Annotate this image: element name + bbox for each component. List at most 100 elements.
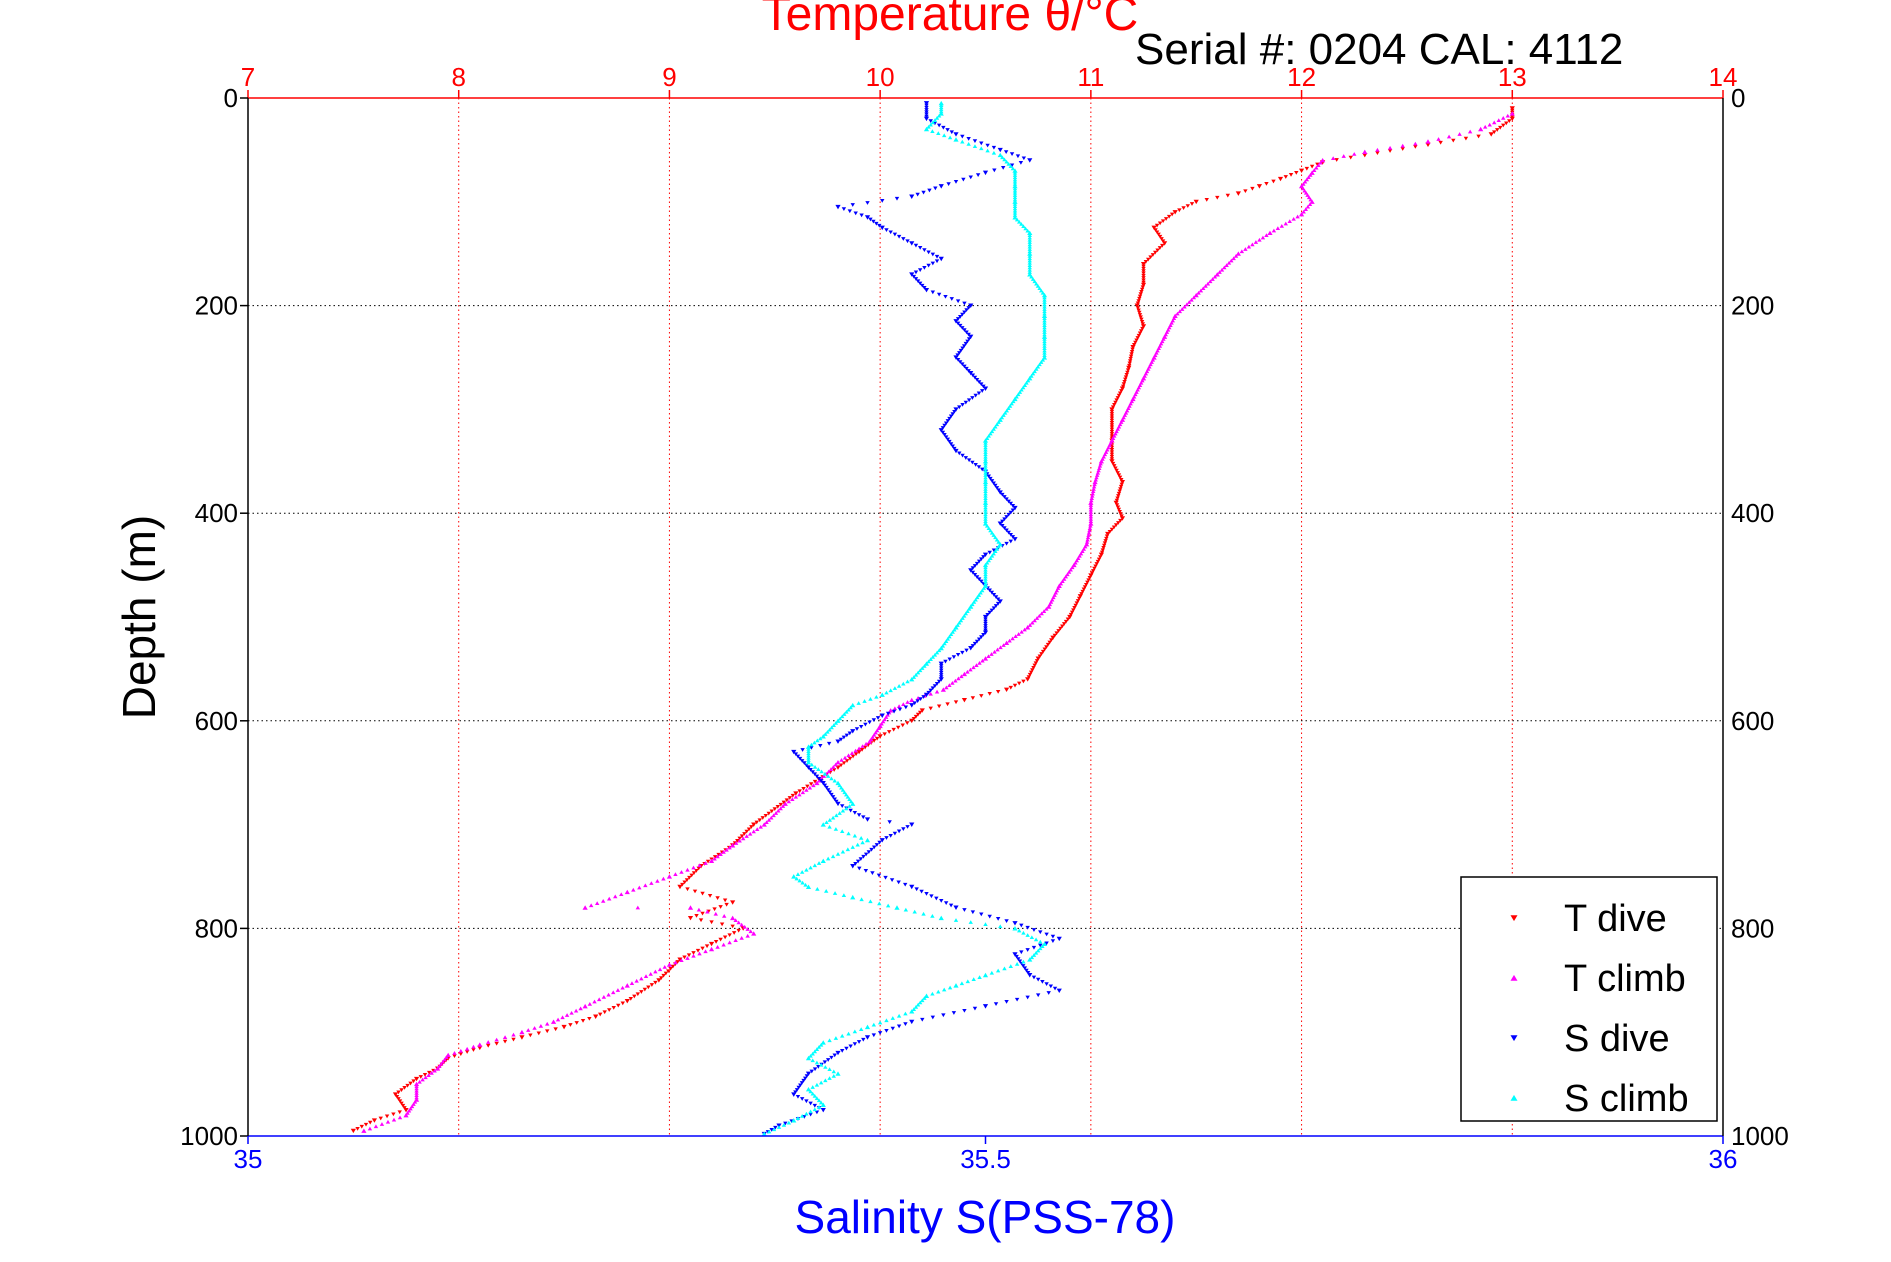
data-point <box>409 1104 415 1109</box>
data-point <box>1488 132 1494 137</box>
data-point <box>824 889 829 893</box>
data-point <box>1076 596 1082 601</box>
data-point <box>1052 986 1058 991</box>
data-point <box>1003 687 1010 692</box>
data-point <box>1004 159 1009 164</box>
x-axis-title: Salinity S(PSS-78) <box>795 1191 1176 1243</box>
data-point <box>1094 562 1099 566</box>
data-point <box>982 500 989 505</box>
data-point <box>1010 636 1015 641</box>
data-point <box>934 254 940 259</box>
data-point <box>1000 155 1005 160</box>
data-point <box>1042 316 1047 321</box>
data-point <box>912 909 917 914</box>
data-point <box>1088 512 1094 517</box>
data-point <box>742 832 747 836</box>
data-point <box>884 836 889 840</box>
data-point <box>687 905 694 910</box>
data-point <box>1042 309 1047 314</box>
data-point <box>1032 663 1037 668</box>
data-point <box>823 732 828 736</box>
data-point <box>526 1028 531 1032</box>
data-point <box>418 1075 423 1079</box>
data-point <box>879 692 885 697</box>
data-point <box>1014 997 1020 1002</box>
data-point <box>800 790 806 795</box>
legend-label: S dive <box>1564 1018 1670 1060</box>
data-point <box>950 681 955 685</box>
data-point <box>942 433 947 437</box>
data-point <box>940 687 946 692</box>
data-point <box>920 283 925 288</box>
data-point <box>574 1021 579 1025</box>
data-point <box>1160 243 1165 248</box>
data-point <box>385 1119 391 1124</box>
data-point <box>964 308 969 313</box>
data-point <box>754 820 759 825</box>
data-point <box>856 1040 862 1044</box>
data-point <box>1035 977 1041 982</box>
data-point <box>718 937 723 942</box>
data-point <box>924 105 929 110</box>
data-point <box>739 922 744 927</box>
data-point <box>1303 190 1309 195</box>
data-point <box>1116 491 1122 496</box>
data-point <box>1193 292 1199 298</box>
data-point <box>736 920 741 925</box>
data-point <box>1002 526 1007 531</box>
data-point <box>1116 507 1122 512</box>
data-point <box>1088 507 1094 512</box>
data-point <box>662 965 667 969</box>
data-point <box>1233 254 1239 258</box>
data-point <box>1001 165 1006 170</box>
data-point <box>1010 504 1016 508</box>
data-point <box>1017 928 1022 933</box>
data-point <box>972 564 978 568</box>
data-point <box>545 1029 550 1034</box>
data-point <box>943 659 948 664</box>
data-point <box>1092 566 1097 571</box>
data-point <box>960 312 965 317</box>
data-point <box>979 557 984 562</box>
data-point <box>818 1062 824 1067</box>
data-point <box>1012 183 1018 189</box>
data-point <box>958 360 963 364</box>
data-point <box>807 785 813 790</box>
data-point <box>804 867 809 872</box>
data-point <box>1476 134 1481 139</box>
data-point <box>989 608 995 613</box>
data-point <box>1264 182 1269 186</box>
data-point <box>367 1126 373 1131</box>
data-point <box>864 1024 871 1030</box>
data-point <box>1006 499 1011 504</box>
data-point <box>1143 260 1149 264</box>
data-point <box>1198 288 1204 293</box>
data-point <box>1139 317 1144 322</box>
data-point <box>972 572 978 577</box>
data-point <box>847 797 852 801</box>
data-point <box>1334 158 1339 162</box>
data-point <box>980 467 985 472</box>
data-point <box>1140 285 1146 290</box>
data-point <box>983 463 988 468</box>
data-point <box>993 1002 999 1007</box>
data-point <box>1065 617 1071 622</box>
data-point <box>847 731 852 736</box>
data-point <box>1088 505 1094 510</box>
data-point <box>1193 199 1199 205</box>
data-point <box>1019 629 1024 634</box>
data-point <box>877 1031 883 1035</box>
data-point <box>1495 128 1500 132</box>
data-point <box>999 415 1005 420</box>
data-point <box>1124 373 1129 377</box>
data-point <box>1159 237 1164 241</box>
data-point <box>721 942 726 947</box>
data-point <box>983 576 988 581</box>
data-point <box>871 739 877 743</box>
data-point <box>1038 930 1043 935</box>
data-point <box>879 225 885 231</box>
data-point <box>1235 191 1241 196</box>
data-point <box>983 496 988 500</box>
data-point <box>1012 537 1018 542</box>
data-point <box>960 346 965 351</box>
